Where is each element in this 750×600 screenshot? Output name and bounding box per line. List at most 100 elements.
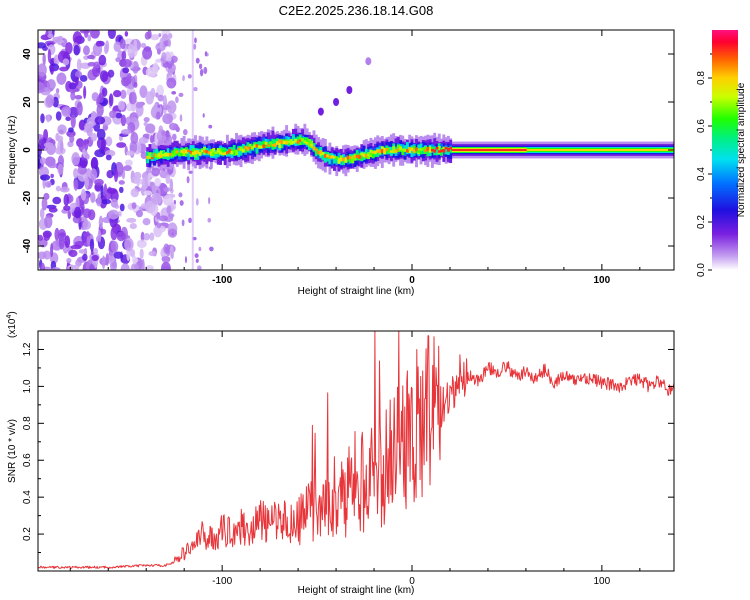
heatmap-noise-blob [166,100,177,114]
heatmap-noise-blob [56,72,67,85]
heatmap-noise-speck [187,74,192,79]
heatmap-noise-blob [94,116,106,125]
heatmap-ridge-cell [157,153,161,158]
heatmap-noise-speck [170,252,174,260]
heatmap-noise-speck [194,37,197,44]
heatmap-ridge-cell [592,148,596,152]
heatmap-streak-blob [333,98,340,106]
heatmap-ridge-cell [519,148,523,152]
heatmap-noise-blob [133,81,138,88]
heatmap-ridge-cell [248,143,252,149]
heatmap-noise-speck [173,199,177,205]
heatmap-noise-blob [120,89,127,100]
heatmap-noise-blob [143,116,150,123]
heatmap-noise-blob [94,149,106,158]
heatmap-noise-blob [116,142,127,148]
heatmap-noise-blob [141,258,145,270]
heatmap-noise-blob [101,87,108,97]
heatmap-noise-blob [70,244,82,250]
heatmap-ridge-cell [428,149,432,153]
heatmap-ridge-cell [255,144,259,152]
heatmap-noise-blob [132,258,139,263]
heatmap-noise-blob [51,266,61,270]
heatmap-ridge-cell [314,148,318,152]
heatmap-ridge-cell [301,137,305,142]
heatmap-ridge-cell [446,148,450,152]
heatmap-noise-blob [95,40,102,47]
heatmap-ridge-cell [168,153,172,159]
heatmap-ridge-cell [278,140,282,149]
heatmap-ridge-cell [469,148,473,152]
heatmap-ridge-cell [426,147,430,152]
heatmap-y-tick-label: -40 [22,238,33,253]
heatmap-ridge-cell [289,139,293,143]
heatmap-noise-blob [50,173,54,179]
heatmap-ridge-cell [610,148,614,152]
svg-text:(x104): (x104) [6,311,18,338]
heatmap-ridge-cell [171,153,175,158]
heatmap-noise-blob [120,263,130,270]
heatmap-noise-blob [46,114,51,123]
heatmap-noise-blob [99,70,109,83]
heatmap-noise-blob [76,101,83,116]
heatmap-noise-blob [86,116,97,127]
heatmap-noise-blob [39,157,46,165]
heatmap-noise-blob [149,232,155,241]
heatmap-ridge-cell [187,149,191,153]
heatmap-noise-speck [198,246,202,252]
heatmap-noise-blob [98,215,103,229]
colorbar-tick-label: 0.4 [696,167,707,181]
heatmap-noise-blob [90,133,98,142]
heatmap-ridge-cell [198,151,202,156]
heatmap-noise-blob [110,198,118,208]
heatmap-noise-blob [40,113,45,124]
heatmap-ridge-cell [626,148,630,152]
colorbar-tick-label: 0.2 [696,215,707,229]
heatmap-ridge-cell [487,148,491,152]
heatmap-ridge-cell [601,148,605,152]
heatmap-noise-blob [135,210,144,218]
heatmap-ridge-cell [654,148,658,152]
heatmap-ridge-cell [187,150,191,156]
heatmap-noise-blob [107,69,115,78]
heatmap-ridge-cell [223,152,227,156]
heatmap-ridge-cell [522,148,525,152]
heatmap-noise-blob [59,66,69,72]
heatmap-noise-blob [124,31,129,37]
heatmap-ridge-cell [342,157,346,162]
heatmap-ridge-cell [264,141,268,149]
heatmap-noise-blob [63,193,70,207]
heatmap-noise-blob [76,58,82,72]
heatmap-noise-speck [178,192,183,198]
heatmap-ridge-cell [410,147,414,151]
heatmap-ridge-cell [526,148,530,152]
heatmap-ridge-cell [501,148,505,152]
heatmap-ridge-cell [458,148,462,152]
heatmap-noise-blob [167,38,172,48]
heatmap-noise-speck [179,114,183,122]
heatmap-noise-blob [83,85,87,99]
heatmap-ridge-cell [492,148,496,152]
heatmap-noise-blob [96,128,106,141]
heatmap-ridge-cell [212,147,216,156]
colorbar: 0.0 0.2 0.4 0.6 0.8 Normalized spectral ampl… [696,30,747,277]
heatmap-noise-blob [115,57,121,63]
heatmap-ridge-cell [524,148,528,152]
heatmap-streak-blob [317,107,324,116]
heatmap-ridge-cell [531,148,535,152]
snr-y-tick-label: 0.2 [22,527,33,541]
heatmap-noise-speck [168,32,173,39]
heatmap-noise-blob [127,44,136,59]
heatmap-noise-blob [84,175,89,190]
heatmap-noise-blob [74,70,83,79]
heatmap-noise-speck [188,217,192,224]
heatmap-noise-blob [44,181,52,188]
heatmap-ridge-cell [399,146,402,151]
heatmap-ridge-cell [396,148,400,151]
heatmap-ridge-cell [590,148,594,152]
heatmap-noise-blob [126,72,132,85]
heatmap-ridge-cell [348,156,352,160]
heatmap-noise-blob [163,187,171,193]
heatmap-ridge-cell [631,148,635,152]
colorbar-gradient [712,30,738,270]
